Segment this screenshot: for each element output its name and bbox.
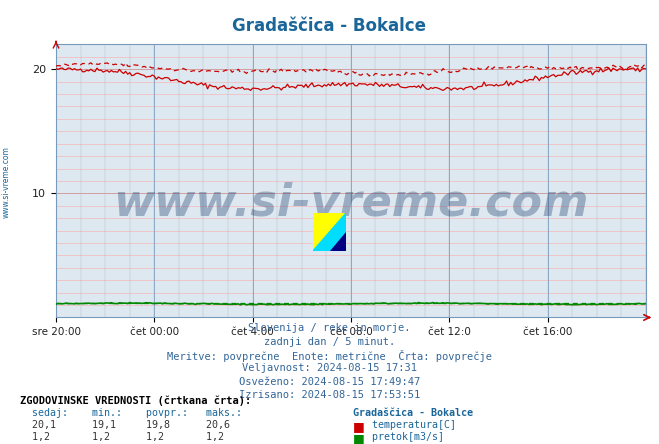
Text: ZGODOVINSKE VREDNOSTI (črtkana črta):: ZGODOVINSKE VREDNOSTI (črtkana črta): xyxy=(20,395,251,406)
Text: temperatura[C]: temperatura[C] xyxy=(366,420,456,430)
Text: ■: ■ xyxy=(353,432,364,444)
Text: Slovenija / reke in morje.: Slovenija / reke in morje. xyxy=(248,323,411,333)
Text: www.si-vreme.com: www.si-vreme.com xyxy=(113,181,588,224)
Text: ■: ■ xyxy=(353,420,364,433)
Polygon shape xyxy=(313,213,346,251)
Text: www.si-vreme.com: www.si-vreme.com xyxy=(2,146,11,218)
Text: Izrisano: 2024-08-15 17:53:51: Izrisano: 2024-08-15 17:53:51 xyxy=(239,390,420,400)
Text: Gradaščica - Bokalce: Gradaščica - Bokalce xyxy=(233,17,426,35)
Text: 20,1      19,1     19,8      20,6: 20,1 19,1 19,8 20,6 xyxy=(20,420,230,430)
Text: Osveženo: 2024-08-15 17:49:47: Osveženo: 2024-08-15 17:49:47 xyxy=(239,377,420,387)
Polygon shape xyxy=(330,232,346,251)
Polygon shape xyxy=(313,213,346,251)
Text: zadnji dan / 5 minut.: zadnji dan / 5 minut. xyxy=(264,337,395,347)
Text: Veljavnost: 2024-08-15 17:31: Veljavnost: 2024-08-15 17:31 xyxy=(242,363,417,373)
Text: Gradaščica - Bokalce: Gradaščica - Bokalce xyxy=(353,408,473,418)
Text: pretok[m3/s]: pretok[m3/s] xyxy=(366,432,444,443)
Text: sedaj:    min.:    povpr.:   maks.:: sedaj: min.: povpr.: maks.: xyxy=(20,408,242,418)
Text: Meritve: povprečne  Enote: metrične  Črta: povprečje: Meritve: povprečne Enote: metrične Črta:… xyxy=(167,350,492,362)
Text: 1,2       1,2      1,2       1,2: 1,2 1,2 1,2 1,2 xyxy=(20,432,224,443)
